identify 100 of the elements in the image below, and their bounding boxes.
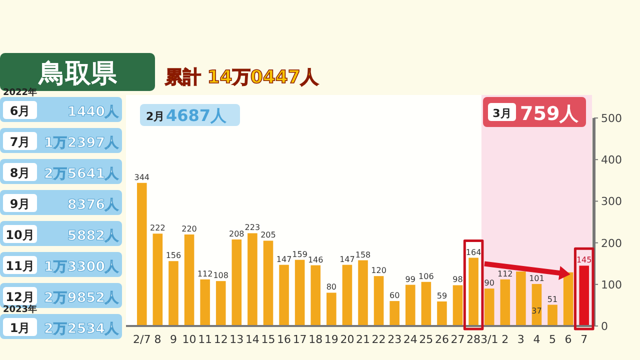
bar <box>437 301 447 326</box>
x-tick-label: 18 <box>308 333 323 346</box>
y-tick-label: 0 <box>601 320 608 333</box>
text: 8376人 <box>67 197 120 213</box>
y-tick-label: 500 <box>601 112 622 125</box>
x-tick-label: 11 <box>198 333 212 346</box>
bar <box>263 240 274 326</box>
bar <box>310 265 321 326</box>
bar <box>468 258 478 326</box>
x-tick-label: 9 <box>170 333 177 346</box>
text: 12月 <box>6 290 34 304</box>
text: 1万2397人 <box>44 135 120 151</box>
text: 2万2534人 <box>44 321 120 337</box>
data-label: 112 <box>197 269 213 278</box>
data-label: 208 <box>229 229 244 238</box>
x-tick-label: 13 <box>230 333 244 346</box>
x-tick-label: 26 <box>434 333 449 346</box>
bar <box>326 292 336 326</box>
data-label: 108 <box>213 271 229 280</box>
x-tick-label: 5 <box>549 333 556 346</box>
data-label: 164 <box>466 248 482 257</box>
data-label: 99 <box>405 274 416 284</box>
x-tick-label: 14 <box>245 333 260 346</box>
bar <box>484 288 494 326</box>
bar <box>374 276 384 326</box>
data-label: 80 <box>326 282 337 292</box>
data-label: 60 <box>389 291 400 300</box>
data-label: 146 <box>308 255 324 264</box>
x-tick-label: 17 <box>292 333 307 346</box>
data-label: 159 <box>292 250 308 259</box>
data-label: 147 <box>340 254 355 264</box>
data-label: 90 <box>484 278 494 288</box>
x-tick-label: 10 <box>182 333 196 346</box>
y-tick-label: 200 <box>601 236 622 250</box>
bar <box>390 301 400 326</box>
bar <box>358 260 368 326</box>
bar <box>248 233 258 326</box>
data-label: 59 <box>436 291 448 300</box>
text: 10月 <box>6 228 34 242</box>
data-label: 51 <box>547 294 558 304</box>
data-label: 101 <box>529 274 544 283</box>
x-tick-label: 16 <box>277 333 292 346</box>
text: 1月 <box>10 321 30 335</box>
bar <box>200 279 210 326</box>
y-tick-label: 400 <box>601 154 622 167</box>
x-tick-label: 12 <box>214 333 228 346</box>
x-tick-label: 23 <box>388 333 402 346</box>
bar <box>232 239 242 326</box>
annotation: 759人 <box>520 103 580 125</box>
bar <box>216 281 226 326</box>
bar <box>137 182 147 326</box>
data-label: 106 <box>418 272 434 281</box>
x-tick-label: 7 <box>580 333 588 346</box>
bar <box>452 285 463 326</box>
annotation: 37 <box>532 306 542 316</box>
data-label: 344 <box>134 172 150 182</box>
bar <box>405 284 416 326</box>
x-tick-label: 20 <box>340 333 354 346</box>
text: 2万9852人 <box>44 290 120 306</box>
annotation: 4687人 <box>166 106 228 125</box>
x-tick-label: 22 <box>372 333 386 346</box>
data-label: 120 <box>371 266 386 276</box>
bar <box>294 260 305 326</box>
x-tick-label: 6 <box>564 333 572 346</box>
x-tick-label: 3 <box>517 333 524 346</box>
bar <box>184 234 194 326</box>
x-tick-label: 24 <box>403 333 418 346</box>
text: 2万5641人 <box>44 166 120 182</box>
text: 2023年 <box>3 304 38 315</box>
text: 1440人 <box>67 104 120 120</box>
data-label: 145 <box>576 256 592 265</box>
x-tick-label: 8 <box>154 333 162 346</box>
x-tick-label: 3/1 <box>480 333 498 346</box>
bar <box>152 234 163 326</box>
annotation: 3月 <box>492 107 512 120</box>
x-tick-label: 19 <box>324 333 338 346</box>
text: 8月 <box>10 166 30 180</box>
x-tick-label: 21 <box>356 333 370 346</box>
bar <box>563 272 574 326</box>
data-label: 223 <box>244 223 260 232</box>
data-label: 147 <box>276 254 292 264</box>
y-tick-label: 100 <box>601 278 622 292</box>
data-label: 222 <box>150 224 166 233</box>
data-label: 98 <box>452 275 463 284</box>
bar <box>279 264 289 326</box>
bar <box>516 272 526 326</box>
text: 11月 <box>6 259 34 273</box>
x-tick-label: 25 <box>419 333 434 346</box>
bar <box>579 266 589 326</box>
x-tick-label: 27 <box>450 333 465 346</box>
bar <box>548 304 558 326</box>
text: 2022年 <box>3 87 38 98</box>
bar <box>168 261 178 326</box>
bar <box>500 279 510 326</box>
text: 6月 <box>10 104 30 118</box>
text: 9月 <box>10 197 30 211</box>
bar <box>342 264 352 326</box>
data-label: 205 <box>260 230 276 240</box>
bar <box>421 282 432 326</box>
chart-subtitle: 累計 14万0447人 <box>164 67 320 88</box>
